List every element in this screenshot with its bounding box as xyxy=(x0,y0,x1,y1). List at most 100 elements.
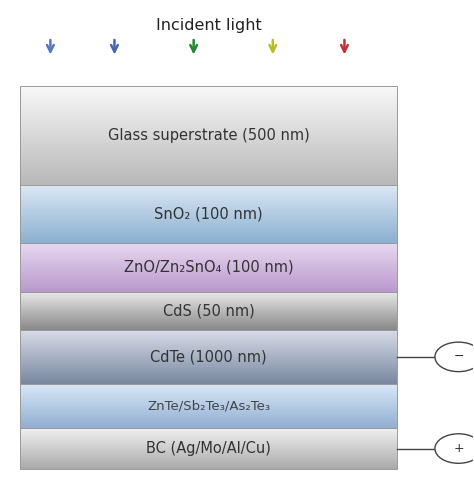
Bar xyxy=(20,283,397,284)
Bar xyxy=(20,86,397,185)
Bar xyxy=(20,108,397,109)
Bar xyxy=(20,273,397,274)
Bar xyxy=(20,280,397,281)
Bar xyxy=(20,249,397,250)
Bar xyxy=(20,270,397,271)
Bar xyxy=(20,133,397,134)
Bar xyxy=(20,193,397,194)
Bar xyxy=(20,169,397,170)
Bar xyxy=(20,340,397,341)
Bar xyxy=(20,120,397,121)
Bar xyxy=(20,150,397,151)
Bar xyxy=(20,219,397,220)
Bar xyxy=(20,390,397,391)
Bar xyxy=(20,236,397,237)
Text: Incident light: Incident light xyxy=(156,18,262,33)
Bar xyxy=(20,91,397,92)
Bar xyxy=(20,164,397,165)
Bar xyxy=(20,380,397,381)
Bar xyxy=(20,398,397,399)
Bar xyxy=(20,178,397,179)
Bar xyxy=(20,94,397,95)
Text: CdS (50 nm): CdS (50 nm) xyxy=(163,304,255,319)
Bar xyxy=(20,330,397,331)
Bar xyxy=(20,148,397,149)
Bar xyxy=(20,400,397,401)
Bar xyxy=(20,189,397,190)
Bar xyxy=(20,122,397,123)
Bar xyxy=(20,282,397,283)
Bar xyxy=(20,175,397,176)
Bar xyxy=(20,363,397,364)
Bar xyxy=(20,275,397,276)
Bar xyxy=(20,181,397,182)
Bar xyxy=(20,277,397,278)
Bar xyxy=(20,246,397,247)
Bar xyxy=(20,90,397,91)
Bar xyxy=(20,410,397,411)
Bar xyxy=(20,113,397,114)
Bar xyxy=(20,112,397,113)
Bar xyxy=(20,267,397,268)
Bar xyxy=(20,403,397,404)
Bar xyxy=(20,107,397,108)
Bar xyxy=(20,285,397,286)
Bar xyxy=(20,422,397,423)
Bar xyxy=(20,271,397,272)
Bar xyxy=(20,409,397,410)
Bar xyxy=(20,406,397,407)
Bar xyxy=(20,235,397,236)
Bar xyxy=(20,177,397,178)
Bar xyxy=(20,335,397,336)
Bar xyxy=(20,185,397,243)
Bar xyxy=(20,370,397,371)
Bar xyxy=(20,417,397,418)
Bar xyxy=(20,265,397,266)
Bar xyxy=(20,369,397,370)
Bar xyxy=(20,137,397,138)
Bar xyxy=(20,372,397,373)
Bar xyxy=(20,412,397,413)
Bar xyxy=(20,103,397,104)
Bar xyxy=(20,402,397,403)
Bar xyxy=(20,262,397,263)
Bar xyxy=(20,376,397,377)
Bar xyxy=(20,358,397,359)
Bar xyxy=(20,106,397,107)
Bar xyxy=(20,238,397,239)
Bar xyxy=(20,255,397,256)
Bar xyxy=(20,264,397,265)
Bar xyxy=(20,288,397,289)
Bar xyxy=(20,270,397,271)
Bar xyxy=(20,151,397,152)
Bar xyxy=(20,218,397,219)
Bar xyxy=(20,124,397,125)
Bar xyxy=(20,125,397,126)
Bar xyxy=(20,221,397,222)
Bar xyxy=(20,194,397,195)
Bar xyxy=(20,354,397,355)
Bar xyxy=(20,415,397,416)
Bar xyxy=(20,220,397,221)
Bar xyxy=(20,350,397,351)
Bar xyxy=(20,100,397,101)
Bar xyxy=(20,291,397,292)
Bar xyxy=(20,247,397,248)
Bar xyxy=(20,96,397,97)
Bar xyxy=(20,391,397,392)
Bar xyxy=(20,128,397,130)
Bar xyxy=(20,354,397,355)
Bar xyxy=(20,155,397,156)
Bar xyxy=(20,88,397,89)
Bar xyxy=(20,347,397,348)
Bar xyxy=(20,289,397,290)
Text: −: − xyxy=(453,350,464,364)
Text: BC (Ag/Mo/Al/Cu): BC (Ag/Mo/Al/Cu) xyxy=(146,441,271,456)
Text: ZnTe/Sb₂Te₃/As₂Te₃: ZnTe/Sb₂Te₃/As₂Te₃ xyxy=(147,399,270,412)
Bar xyxy=(20,182,397,183)
Bar xyxy=(20,404,397,405)
Bar xyxy=(20,253,397,254)
Bar xyxy=(20,144,397,145)
Bar xyxy=(20,413,397,414)
Bar xyxy=(20,160,397,161)
